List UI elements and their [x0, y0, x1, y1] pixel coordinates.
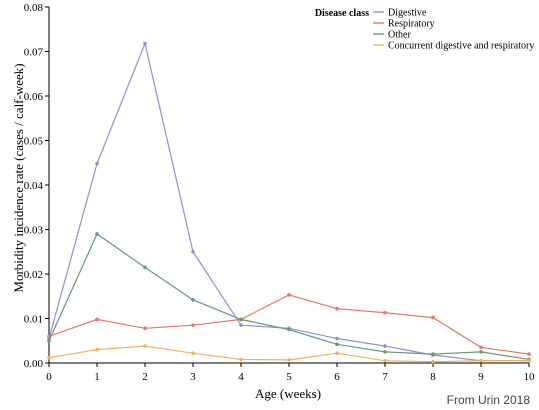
data-point-other: [335, 342, 339, 347]
y-tick-label: 0.04: [24, 180, 44, 192]
data-point-respiratory: [143, 326, 147, 331]
data-point-respiratory: [335, 306, 339, 311]
x-tick-label: 6: [334, 371, 340, 383]
data-point-other: [479, 350, 483, 354]
x-tick-label: 10: [524, 371, 536, 383]
y-tick-label: 0.06: [24, 91, 44, 103]
y-tick-label: 0.03: [24, 225, 44, 237]
y-tick-label: 0.02: [24, 269, 43, 281]
data-point-concurrent-digestive-and-respiratory: [335, 351, 339, 356]
y-tick-label: 0.07: [24, 47, 44, 59]
data-point-concurrent-digestive-and-respiratory: [383, 358, 387, 363]
data-point-concurrent-digestive-and-respiratory: [287, 358, 291, 362]
legend-label: Concurrent digestive and respiratory: [388, 41, 534, 52]
data-point-other: [191, 298, 195, 302]
data-point-respiratory: [47, 334, 51, 339]
data-point-other: [431, 352, 435, 356]
y-tick-label: 0.00: [24, 358, 44, 370]
x-tick-label: 2: [142, 371, 148, 383]
data-point-respiratory: [383, 310, 387, 315]
series-other: [47, 232, 531, 362]
x-tick-label: 1: [94, 371, 100, 383]
series-digestive: [47, 41, 531, 363]
legend-label: Digestive: [388, 8, 427, 19]
x-tick-label: 9: [478, 371, 484, 383]
data-point-other: [95, 232, 99, 236]
data-point-respiratory: [95, 317, 99, 322]
data-point-digestive: [143, 41, 147, 46]
data-point-concurrent-digestive-and-respiratory: [527, 358, 531, 363]
y-ticks: 0.00 0.01 0.02 0.03 0.04 0.05 0.06 0.07 0.08: [24, 2, 49, 370]
data-point-concurrent-digestive-and-respiratory: [47, 355, 51, 360]
data-point-digestive: [383, 344, 387, 348]
data-point-other: [47, 338, 51, 343]
series-respiratory: [47, 293, 531, 356]
data-point-concurrent-digestive-and-respiratory: [143, 344, 147, 348]
x-tick-label: 8: [430, 371, 436, 383]
legend-label: Other: [388, 30, 411, 41]
x-axis-title: Age (weeks): [255, 386, 321, 401]
data-point-respiratory: [191, 323, 195, 327]
legend-title: Disease class: [315, 8, 369, 19]
data-point-digestive: [335, 336, 339, 341]
x-tick-label: 0: [46, 371, 52, 383]
source-note: From Urin 2018: [447, 393, 531, 407]
legend-label: Respiratory: [388, 19, 435, 30]
data-point-respiratory: [431, 315, 435, 320]
data-point-respiratory: [287, 293, 291, 297]
axes: [48, 7, 529, 364]
series-concurrent-digestive-and-respiratory: [47, 344, 531, 364]
data-point-other: [239, 317, 243, 322]
data-point-digestive: [239, 323, 243, 327]
y-axis-title: Morbidity incidence rate (cases / calf-w…: [11, 63, 26, 292]
data-point-concurrent-digestive-and-respiratory: [239, 357, 243, 362]
y-tick-label: 0.08: [24, 2, 44, 14]
x-tick-label: 7: [382, 371, 388, 383]
data-point-other: [383, 350, 387, 354]
series-layer: [47, 41, 531, 364]
data-point-other: [287, 327, 291, 332]
y-tick-label: 0.01: [24, 314, 43, 326]
data-point-concurrent-digestive-and-respiratory: [191, 351, 195, 356]
series-line-digestive: [48, 41, 529, 362]
x-ticks: 0 1 2 3 4 5 6 7 8 9 10: [46, 363, 535, 383]
y-tick-label: 0.05: [24, 136, 44, 148]
legend: Disease class DigestiveRespiratoryOtherC…: [315, 8, 535, 52]
data-point-concurrent-digestive-and-respiratory: [95, 347, 99, 352]
x-tick-label: 4: [238, 371, 244, 383]
data-point-digestive: [191, 249, 195, 254]
data-point-concurrent-digestive-and-respiratory: [431, 359, 435, 364]
data-point-concurrent-digestive-and-respiratory: [479, 358, 483, 363]
data-point-digestive: [95, 161, 99, 166]
x-tick-label: 5: [286, 371, 292, 383]
data-point-respiratory: [527, 352, 531, 356]
data-point-other: [143, 265, 147, 270]
data-point-respiratory: [479, 345, 483, 350]
series-line-respiratory: [48, 294, 530, 355]
x-tick-label: 3: [190, 371, 196, 383]
